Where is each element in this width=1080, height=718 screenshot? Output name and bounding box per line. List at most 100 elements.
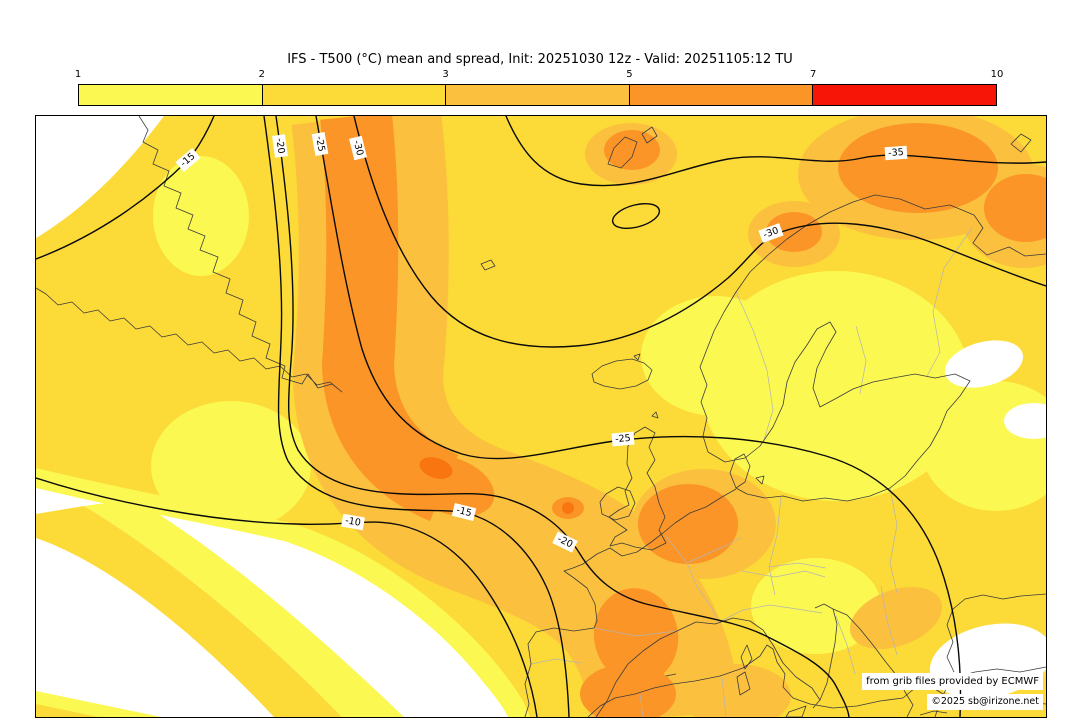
contour-value-label: -30 [758, 223, 784, 243]
svg-text:-35: -35 [888, 147, 904, 159]
spread-stripe [36, 704, 98, 717]
colorbar-tick-label: 5 [626, 69, 633, 80]
map-frame: -15 -20 -25 -30 -35 -30 -25 -20 -15 -10 from grib… [35, 115, 1047, 718]
colorbar-segment-7-10 [813, 85, 996, 105]
contour-value-label: -15 [451, 503, 477, 521]
uk-coast [608, 426, 667, 551]
svalbard-coast [607, 126, 658, 169]
contour-minus-30 [353, 116, 1046, 348]
border-line [855, 325, 867, 395]
border-line [639, 693, 644, 717]
contour-value-label: -30 [349, 135, 367, 161]
border-line [721, 676, 727, 717]
border-line [926, 227, 973, 377]
svg-text:-15: -15 [455, 505, 473, 519]
contour-value-label: -10 [341, 513, 365, 531]
spread-mid-patch [681, 664, 791, 717]
colorbar-tick-labels: 1 2 3 5 7 10 [74, 69, 1004, 82]
iceland-coast [591, 358, 653, 390]
border-line [768, 562, 827, 569]
svg-text:-10: -10 [344, 515, 361, 529]
crete-coast [919, 710, 948, 716]
ireland-coast [599, 486, 636, 521]
svg-text:-25: -25 [615, 433, 631, 445]
spread-light-patch [153, 156, 249, 276]
shetland-coast [633, 353, 659, 419]
svg-text:-20: -20 [273, 138, 286, 155]
black-sea-coast [946, 593, 1046, 673]
colorbar-tick-label: 10 [990, 69, 1004, 80]
border-line [741, 570, 826, 578]
map-canvas: -15-20 -25 -30 -35-30-25-20-15-10 [36, 116, 1046, 717]
colorbar-tick-label: 1 [74, 69, 82, 80]
spread-high-patch [766, 212, 822, 252]
spread-mid-patch [849, 586, 943, 650]
contour-minus-15-north [36, 116, 215, 260]
spread-below-min-region [1004, 403, 1046, 439]
colorbar [78, 84, 997, 106]
border-line [835, 615, 856, 675]
colorbar-tick-label: 3 [442, 69, 449, 80]
contour-minus-15 [263, 116, 570, 717]
attribution-ecmwf: from grib files provided by ECMWF [862, 673, 1043, 690]
spread-high-band [320, 116, 460, 522]
spread-max-core [419, 457, 453, 479]
spread-light-patch [751, 558, 881, 654]
spread-high-patch [638, 484, 738, 564]
border-line [889, 487, 898, 594]
spread-below-min-region [944, 340, 1024, 388]
svg-text:-30: -30 [351, 139, 365, 157]
colorbar-segment-2-3 [262, 85, 447, 105]
greenland-coast [36, 116, 343, 393]
north-africa-coast [587, 644, 1046, 717]
colorbar-tick-label: 2 [258, 69, 265, 80]
contour-value-label: -25 [611, 431, 635, 447]
spread-high-patch [604, 130, 660, 170]
baltic-coast [707, 321, 971, 502]
spread-below-min-region [36, 116, 164, 238]
border-line [593, 627, 678, 637]
corsica-sardinia-coast [736, 644, 753, 696]
contour-value-label: -25 [311, 132, 329, 156]
colorbar-segment-3-5 [446, 85, 630, 105]
border-line [880, 585, 898, 656]
country-border-layer [530, 227, 973, 717]
spread-light-patch [641, 296, 791, 416]
spread-high-patch [838, 123, 998, 213]
adriatic-coast [814, 603, 914, 717]
border-line [768, 496, 782, 596]
contour-minus-20 [275, 116, 850, 717]
contour-value-label: -20 [272, 134, 288, 158]
spread-stripe [84, 499, 404, 717]
chart-title: IFS - T500 (°C) mean and spread, Init: 2… [287, 52, 793, 67]
svg-text:-30: -30 [762, 225, 780, 241]
northsea-atlantic-coast [524, 488, 737, 717]
spread-light-patch [151, 401, 311, 531]
colorbar-segment-5-7 [629, 85, 814, 105]
novaya-zemlya-coast [1010, 133, 1032, 153]
spread-max-core [562, 502, 574, 514]
colorbar-segment-1-2 [79, 85, 263, 105]
sicily-coast [785, 705, 807, 717]
spread-stripe [36, 506, 342, 717]
spread-fill-layer [36, 116, 1046, 717]
colorbar-tick-label: 7 [810, 69, 817, 80]
attribution-copyright: ©2025 sb@irizone.net [927, 693, 1043, 710]
contour-value-label: -35 [884, 145, 908, 161]
jan-mayen-coast [480, 259, 496, 271]
border-line [718, 604, 823, 623]
border-line [686, 536, 743, 564]
spread-high-patch [984, 174, 1046, 242]
border-line [735, 291, 774, 441]
balearics-coast [665, 673, 677, 677]
svg-text:-25: -25 [313, 135, 327, 152]
denmark-coast [729, 453, 765, 489]
contour-minus-10 [36, 477, 538, 717]
spread-stripe [36, 691, 161, 717]
contour-label-layer: -15-20 -25 -30 -35-30-25-20-15-10 [175, 132, 908, 553]
border-line [530, 658, 582, 665]
contour-closed-loop [611, 202, 661, 230]
contour-minus-35 [505, 116, 1046, 187]
contour-value-label: -20 [552, 531, 578, 553]
